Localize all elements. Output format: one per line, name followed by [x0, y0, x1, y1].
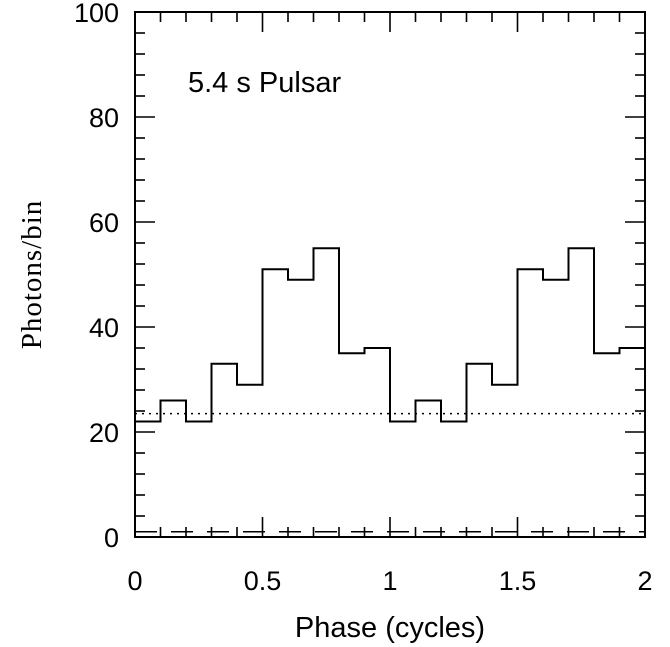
x-tick-label: 0	[127, 566, 142, 596]
y-tick-label: 0	[104, 523, 119, 553]
y-tick-labels: 0 20 40 60 80 100	[74, 0, 119, 553]
histogram-series	[135, 247, 645, 423]
y-tick-label: 60	[89, 208, 119, 238]
x-tick-label: 0.5	[244, 566, 282, 596]
x-tick-label: 1.5	[499, 566, 537, 596]
minor-ticks	[135, 12, 645, 537]
y-tick-label: 20	[89, 418, 119, 448]
x-tick-label: 1	[382, 566, 397, 596]
pulsar-annotation: 5.4 s Pulsar	[188, 67, 341, 99]
reference-lines	[135, 412, 645, 533]
y-tick-label: 100	[74, 0, 119, 28]
plot-frame	[134, 11, 646, 538]
y-axis-title: Photons/bin	[16, 200, 48, 350]
y-tick-label: 80	[89, 103, 119, 133]
x-axis-title: Phase (cycles)	[295, 612, 485, 644]
x-tick-labels: 0 0.5 1 1.5 2	[127, 566, 652, 596]
y-tick-label: 40	[89, 313, 119, 343]
x-tick-label: 2	[637, 566, 652, 596]
